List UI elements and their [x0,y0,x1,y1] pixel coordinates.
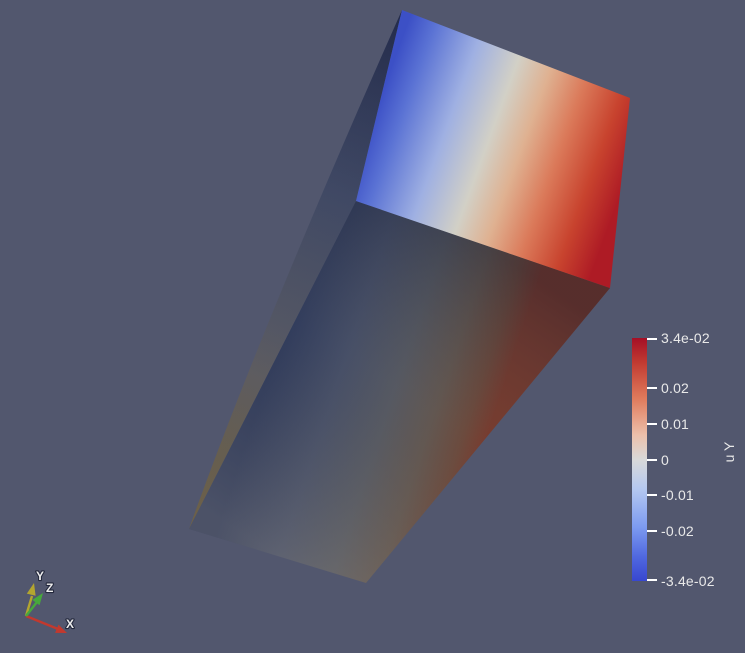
z-axis-label: Z [46,581,53,595]
y-axis-arrow [24,595,34,617]
x-axis-label: X [66,617,74,631]
z-axis-arrow [25,601,38,617]
colorbar-bar [632,338,647,581]
colorbar-ticks: 3.4e-02 0.02 0.01 0 -0.01 -0.02 -3.4e-02 [632,330,744,589]
colorbar-tick-label: 0.01 [661,415,690,432]
colorbar-title: u Y [721,441,737,463]
colorbar-tick [647,529,657,532]
colorbar-tick-label: 0 [661,451,669,468]
colorbar-tick [647,458,657,461]
colorbar-tick-label: -0.01 [661,487,694,504]
axis-z: Z [25,580,54,617]
colorbar-tick [647,422,657,425]
colorbar-tick-label: 0.02 [661,380,690,397]
beam-front-face-shading [189,201,610,583]
y-axis-arrowhead [26,583,36,596]
axis-y: Y [24,568,45,617]
colorbar-tick [647,494,657,497]
colorbar-tick-label: -0.02 [661,522,694,539]
colorbar-tick [647,387,657,390]
axis-x: X [25,614,75,633]
colorbar-tick [647,338,657,340]
colorbar[interactable]: 3.4e-02 0.02 0.01 0 -0.01 -0.02 -3.4e-02 u Y [632,330,744,589]
beam-top-face [356,10,630,288]
y-axis-label: Y [36,569,44,583]
beam-left-face-rim-tint [189,10,402,529]
colorbar-tick-label: 3.4e-02 [661,330,710,346]
x-axis-arrowhead [55,624,67,633]
colorbar-tick [647,579,657,581]
z-axis-arrowhead [32,593,43,606]
orientation-axes-widget: X Y Z [24,568,75,633]
x-axis-arrow [25,614,59,631]
colorbar-tick-label: -3.4e-02 [661,573,715,589]
